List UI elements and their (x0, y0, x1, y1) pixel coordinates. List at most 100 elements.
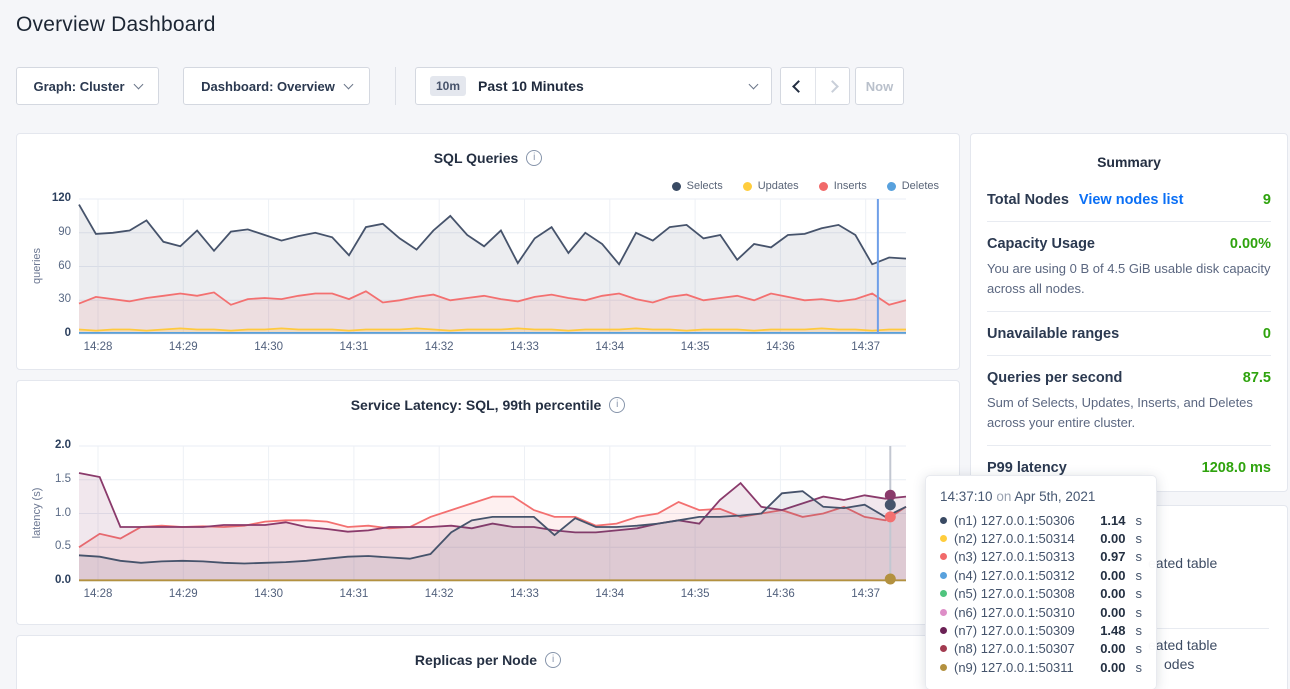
node-latency-value: 1.48 (1100, 623, 1125, 638)
x-axis-tick: 14:30 (245, 588, 293, 600)
legend-item-inserts[interactable]: Inserts (819, 180, 867, 192)
latency-unit: s (1136, 568, 1143, 583)
event-text-fragment: eated table (1148, 555, 1217, 571)
x-axis-tick: 14:29 (159, 588, 207, 600)
next-range-button[interactable] (815, 68, 849, 104)
dashboard-dropdown-label: Dashboard: Overview (201, 79, 335, 94)
now-button[interactable]: Now (855, 67, 904, 105)
x-axis-tick: 14:37 (842, 588, 890, 600)
node-latency-value: 0.00 (1100, 660, 1125, 675)
x-axis-tick: 14:34 (586, 341, 634, 353)
y-axis-tick: 120 (33, 192, 71, 204)
service-latency-panel: Service Latency: SQL, 99th percentile i … (16, 380, 960, 625)
node-address-label: (n8) 127.0.0.1:50307 (954, 641, 1093, 656)
summary-row-total-nodes: Total Nodes View nodes list 9 (987, 178, 1271, 222)
x-axis-tick: 14:35 (671, 341, 719, 353)
x-axis-tick: 14:30 (245, 341, 293, 353)
series-color-dot (940, 664, 947, 671)
mount-sql-plot-area[interactable] (79, 199, 906, 334)
view-nodes-list-link[interactable]: View nodes list (1079, 192, 1184, 208)
capacity-usage-value: 0.00% (1230, 236, 1271, 252)
tooltip-node-row: (n9) 127.0.0.1:503110.00s (940, 658, 1142, 676)
p99-latency-value: 1208.0 ms (1202, 460, 1271, 476)
node-latency-value: 0.00 (1100, 531, 1125, 546)
node-address-label: (n6) 127.0.0.1:50310 (954, 605, 1093, 620)
dashboard-dropdown[interactable]: Dashboard: Overview (183, 67, 370, 105)
replicas-per-node-title: Replicas per Node (415, 652, 537, 668)
series-color-dot (940, 572, 947, 579)
x-axis-tick: 14:31 (330, 341, 378, 353)
chevron-down-icon (343, 79, 353, 89)
y-axis-tick: 0 (33, 327, 71, 339)
info-icon[interactable]: i (609, 397, 625, 413)
x-axis-tick: 14:33 (501, 588, 549, 600)
tooltip-node-row: (n2) 127.0.0.1:503140.00s (940, 529, 1142, 547)
series-color-dot (940, 535, 947, 542)
hover-point-dot (885, 499, 896, 510)
node-address-label: (n2) 127.0.0.1:50314 (954, 531, 1093, 546)
x-axis-tick: 14:34 (586, 588, 634, 600)
info-icon[interactable]: i (545, 652, 561, 668)
y-axis-tick: 0.0 (33, 574, 71, 586)
summary-row-unavailable: Unavailable ranges 0 (987, 312, 1271, 356)
x-axis-tick: 14:36 (756, 588, 804, 600)
x-axis-tick: 14:37 (842, 341, 890, 353)
chart-hover-tooltip: 14:37:10 on Apr 5th, 2021 (n1) 127.0.0.1… (925, 475, 1157, 689)
replicas-per-node-panel: Replicas per Node i (16, 635, 960, 689)
hover-point-dot (885, 573, 896, 584)
series-color-dot (940, 627, 947, 634)
page-title: Overview Dashboard (16, 13, 216, 37)
series-color-dot (940, 517, 947, 524)
capacity-usage-desc: You are using 0 B of 4.5 GiB usable disk… (987, 259, 1271, 298)
node-latency-value: 0.00 (1100, 568, 1125, 583)
latency-unit: s (1136, 623, 1143, 638)
tooltip-node-row: (n8) 127.0.0.1:503070.00s (940, 640, 1142, 658)
event-text-fragment: eated table (1148, 637, 1217, 653)
latency-unit: s (1136, 660, 1143, 675)
summary-panel: Summary Total Nodes View nodes list 9 Ca… (970, 133, 1288, 492)
x-axis-tick: 14:31 (330, 588, 378, 600)
legend-item-updates[interactable]: Updates (743, 180, 799, 192)
tooltip-node-row: (n5) 127.0.0.1:503080.00s (940, 585, 1142, 603)
node-latency-value: 0.00 (1100, 586, 1125, 601)
x-axis-tick: 14:35 (671, 588, 719, 600)
node-address-label: (n4) 127.0.0.1:50312 (954, 568, 1093, 583)
legend-dot (743, 182, 752, 191)
series-color-dot (940, 645, 947, 652)
node-address-label: (n7) 127.0.0.1:50309 (954, 623, 1093, 638)
time-nav-group (780, 67, 850, 105)
x-axis-tick: 14:28 (74, 588, 122, 600)
series-color-dot (940, 553, 947, 560)
legend-item-selects[interactable]: Selects (672, 180, 723, 192)
legend-dot (819, 182, 828, 191)
node-address-label: (n3) 127.0.0.1:50313 (954, 549, 1093, 564)
x-axis-tick: 14:32 (415, 588, 463, 600)
node-address-label: (n1) 127.0.0.1:50306 (954, 513, 1093, 528)
node-latency-value: 1.14 (1100, 513, 1125, 528)
qps-value: 87.5 (1243, 370, 1271, 386)
tooltip-timestamp: 14:37:10 on Apr 5th, 2021 (940, 489, 1142, 504)
tooltip-node-row: (n6) 127.0.0.1:503100.00s (940, 603, 1142, 621)
legend-dot (887, 182, 896, 191)
prev-range-button[interactable] (781, 68, 815, 104)
chevron-down-icon (133, 79, 143, 89)
graph-dropdown[interactable]: Graph: Cluster (16, 67, 159, 105)
qps-label: Queries per second (987, 370, 1122, 386)
sql-queries-title: SQL Queries (434, 150, 519, 166)
legend-item-deletes[interactable]: Deletes (887, 180, 939, 192)
total-nodes-label: Total Nodes (987, 192, 1069, 208)
legend-label: Inserts (834, 180, 867, 192)
info-icon[interactable]: i (526, 150, 542, 166)
time-range-label: Past 10 Minutes (478, 78, 584, 94)
summary-title: Summary (971, 134, 1287, 178)
unavailable-ranges-value: 0 (1263, 326, 1271, 342)
latency-unit: s (1136, 641, 1143, 656)
sql-chart-legend: Selects Updates Inserts Deletes (672, 180, 939, 192)
node-latency-value: 0.00 (1100, 605, 1125, 620)
latency-unit: s (1136, 549, 1143, 564)
legend-dot (672, 182, 681, 191)
hover-point-dot (885, 511, 896, 522)
x-axis-tick: 14:33 (501, 341, 549, 353)
time-range-dropdown[interactable]: 10m Past 10 Minutes (415, 67, 772, 105)
mount-lat-plot-area[interactable] (79, 446, 906, 581)
